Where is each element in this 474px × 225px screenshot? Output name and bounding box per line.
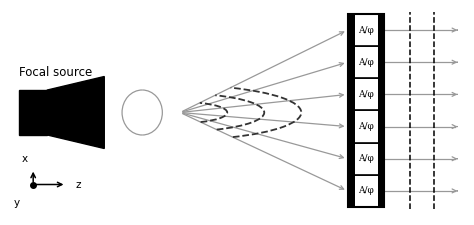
Bar (348, 78, 355, 110)
Text: x: x (21, 154, 27, 164)
Bar (378, 143, 384, 175)
Bar (348, 78, 384, 110)
Text: A/φ: A/φ (358, 186, 374, 195)
Bar (348, 143, 355, 175)
Text: Focal source: Focal source (19, 66, 92, 79)
Bar (348, 110, 384, 143)
Bar (348, 14, 384, 207)
Bar (378, 110, 384, 143)
Bar (378, 175, 384, 207)
Bar (378, 46, 384, 78)
Text: A/φ: A/φ (358, 122, 374, 131)
Bar (348, 46, 384, 78)
Text: A/φ: A/φ (358, 58, 374, 67)
Text: A/φ: A/φ (358, 26, 374, 35)
Bar (348, 14, 355, 46)
Bar (378, 14, 384, 46)
Polygon shape (47, 76, 104, 148)
Bar (378, 78, 384, 110)
Bar (348, 110, 355, 143)
Text: y: y (14, 198, 19, 208)
Text: A/φ: A/φ (358, 154, 374, 163)
Bar (348, 175, 384, 207)
Bar (348, 143, 384, 175)
Bar (348, 175, 355, 207)
Text: z: z (76, 180, 82, 189)
Polygon shape (19, 90, 47, 135)
Bar (348, 14, 384, 46)
Text: A/φ: A/φ (358, 90, 374, 99)
Bar (348, 46, 355, 78)
